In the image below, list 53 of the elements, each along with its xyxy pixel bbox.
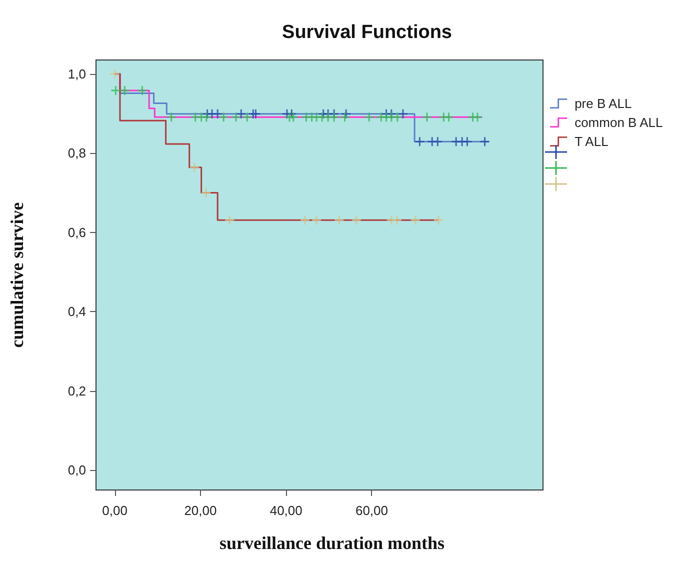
point xyxy=(392,112,403,122)
y-tick-label: 0,2 xyxy=(68,383,86,398)
point xyxy=(200,188,212,198)
point xyxy=(340,112,350,122)
x-tick-label: 40,00 xyxy=(270,503,302,518)
x-tick-label: 60,00 xyxy=(355,503,388,518)
point xyxy=(166,112,177,122)
point xyxy=(201,112,212,122)
point xyxy=(433,214,444,226)
point xyxy=(422,112,432,122)
point xyxy=(110,68,120,80)
point xyxy=(340,108,352,120)
point xyxy=(242,112,252,122)
point xyxy=(119,85,130,96)
point xyxy=(334,214,344,226)
point xyxy=(136,85,148,96)
y-tick-label: 0,4 xyxy=(68,304,86,320)
point xyxy=(250,108,261,120)
point xyxy=(432,136,443,147)
point xyxy=(410,214,421,226)
y-tick-label: 0,8 xyxy=(68,146,86,161)
point xyxy=(414,136,425,147)
point xyxy=(300,214,310,226)
y-tick-label: 0,6 xyxy=(68,224,86,240)
point xyxy=(236,108,246,120)
point xyxy=(311,214,322,226)
point xyxy=(286,108,297,120)
x-tick-label: 20,00 xyxy=(184,503,217,518)
y-axis-title: cumulative survive xyxy=(7,202,27,348)
point xyxy=(444,112,454,122)
y-tick-label: 0,0 xyxy=(68,462,86,478)
x-axis-title: surveillance duration months xyxy=(220,533,445,553)
legend-label: common B ALL xyxy=(574,115,663,130)
point xyxy=(462,136,472,147)
x-tick-label: 0,00 xyxy=(102,503,128,518)
chart-title: Survival Functions xyxy=(282,22,452,43)
legend-label: T ALL xyxy=(574,134,608,149)
point xyxy=(392,214,402,226)
point xyxy=(230,112,242,122)
point xyxy=(110,85,121,96)
point xyxy=(189,162,200,173)
point xyxy=(398,108,408,120)
y-tick-label: 1,0 xyxy=(68,66,86,82)
point xyxy=(480,136,490,147)
point xyxy=(288,112,299,122)
point xyxy=(218,112,229,122)
point xyxy=(212,108,223,120)
point xyxy=(472,112,483,122)
point xyxy=(351,214,362,226)
legend-label: pre B ALL xyxy=(574,96,632,111)
point xyxy=(364,112,374,122)
point xyxy=(224,214,235,226)
point xyxy=(328,112,340,122)
